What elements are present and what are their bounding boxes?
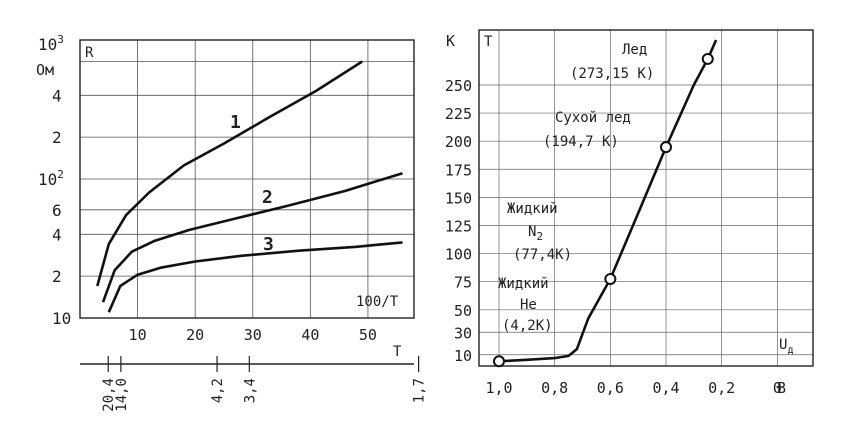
right-annotations: Лед (273,15 K) Сухой лед (194,7 K) Жидки… [498, 42, 654, 334]
left-y-tick-label: 102 [38, 168, 64, 189]
left-series [96, 60, 403, 313]
left-grid [80, 40, 414, 319]
left-series-label-1: 1 [230, 112, 241, 133]
left-series-label-2: 2 [262, 187, 273, 208]
right-y-tick-label: 150 [445, 189, 472, 207]
left-x-tick-label: 20 [186, 326, 204, 344]
right-y-tick-label: 10 [454, 347, 472, 365]
right-y-tick-label: 75 [454, 274, 472, 292]
right-y-tick-label: 30 [454, 324, 472, 342]
left-x-label: 100/T [356, 294, 399, 310]
right-x-tick-label: 0,6 [597, 379, 624, 397]
right-plot-frame [478, 29, 814, 367]
right-y-unit: K [446, 32, 455, 50]
right-y-tick-label: 200 [445, 133, 472, 151]
left-y-tick-label: 6 [52, 201, 62, 220]
right-series [498, 39, 718, 363]
annot-he: Жидкий [498, 276, 549, 292]
right-y-tick-label: 125 [445, 217, 472, 235]
right-chart: K T 10 30 50 75 100 125 150 175 200 225 250 1,0 0,8… [445, 29, 814, 397]
left-y-unit: Ом [36, 61, 54, 79]
left-y-top-label: 103 [38, 33, 64, 54]
annot-ice-temp: (273,15 K) [570, 66, 654, 82]
right-series-line [498, 39, 718, 363]
right-x-tick-label: 0,4 [652, 379, 679, 397]
right-y-tick-labels: 10 30 50 75 100 125 150 175 200 225 250 [445, 77, 472, 365]
left-y-tick-label: 4 [52, 225, 62, 244]
right-markers [493, 52, 714, 368]
annot-n2-formula: N2 [528, 224, 543, 243]
left-plot-frame [79, 39, 415, 319]
t-axis-tick-label: 14,0 [114, 378, 130, 412]
left-series-line-2 [101, 171, 403, 303]
right-x-tick-labels: 1,0 0,8 0,6 0,4 0,2 0 [485, 379, 781, 397]
right-marker [660, 141, 672, 154]
left-x-tick-label: 50 [359, 326, 377, 344]
right-grid [479, 30, 813, 366]
annot-n2: Жидкий [507, 201, 558, 217]
left-x-tick-labels: 10 20 30 40 50 [129, 326, 377, 344]
right-x-tick-label: 1,0 [485, 379, 512, 397]
left-series-labels: 1 2 3 [230, 112, 274, 255]
annot-dry-ice-temp: (194,7 K) [543, 134, 619, 150]
annot-he-formula: He [520, 297, 537, 313]
right-x-tick-label: 0,2 [708, 379, 735, 397]
right-marker [604, 272, 617, 285]
right-x-tick-label: 0 [773, 379, 782, 397]
left-y-tick-label: 10 [52, 309, 71, 328]
left-series-line-3 [107, 241, 403, 313]
t-axis-label: T [393, 344, 402, 360]
left-x-tick-label: 10 [129, 326, 147, 344]
right-x-unit: В [777, 379, 786, 397]
right-marker [493, 355, 505, 368]
right-y-tick-label: 100 [445, 246, 472, 264]
t-axis-tick-label: 3,4 [242, 378, 258, 403]
right-x-tick-label: 0,8 [541, 379, 568, 397]
t-axis-tick-label: 4,2 [210, 378, 226, 403]
right-y-tick-label: 225 [445, 105, 472, 123]
left-x-tick-label: 40 [301, 326, 319, 344]
left-y-tick-label: 2 [52, 267, 62, 286]
annot-he-temp: (4,2K) [502, 318, 553, 334]
left-r-label: R [85, 45, 94, 61]
left-y-tick-label: 2 [52, 128, 62, 147]
t-axis-tick-label: 1,7 [412, 378, 428, 403]
right-y-tick-label: 250 [445, 77, 472, 95]
annot-dry-ice: Сухой лед [555, 110, 631, 126]
right-y-tick-label: 175 [445, 161, 472, 179]
left-x-tick-label: 30 [244, 326, 262, 344]
right-y-tick-label: 50 [454, 302, 472, 320]
annot-n2-temp: (77,4K) [513, 247, 572, 263]
right-marker [701, 52, 714, 65]
annot-ice: Лед [622, 42, 647, 58]
left-series-label-3: 3 [263, 234, 274, 255]
t-axis-tick-label: 20,4 [101, 378, 117, 412]
left-series-line-1 [96, 60, 363, 287]
left-y-tick-label: 4 [52, 86, 62, 105]
t-axis-tick-labels: 20,414,0 4,2 3,4 1,7 [101, 356, 428, 412]
right-x-axis-label: Uд [779, 337, 793, 356]
right-t-label: T [484, 34, 493, 50]
